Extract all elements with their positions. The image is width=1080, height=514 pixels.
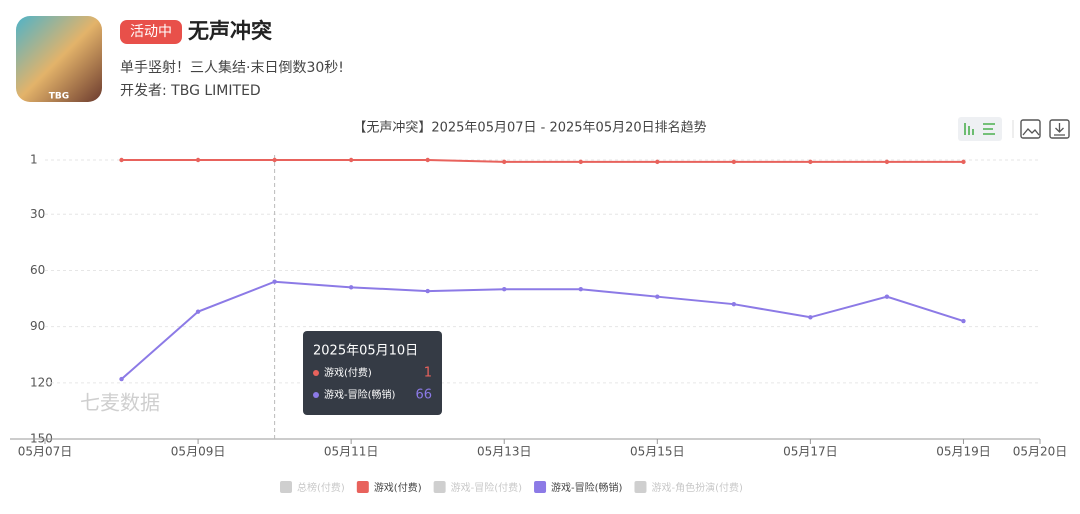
- point: [961, 159, 966, 165]
- tooltip-dot: [313, 392, 319, 398]
- point: [655, 159, 660, 165]
- tooltip-value: 1: [424, 366, 432, 381]
- point: [808, 315, 813, 320]
- download-icon: [1054, 123, 1065, 136]
- tooltip-series: 游戏-冒险(畅销): [324, 388, 396, 401]
- y-tick-label: 1: [30, 153, 38, 167]
- x-tick-label: 05月09日: [171, 445, 226, 459]
- y-tick-label: 120: [30, 375, 53, 389]
- image-icon: [1022, 128, 1040, 136]
- legend-label: 总榜(付费): [297, 481, 345, 494]
- app-title: 无声冲突: [188, 19, 272, 43]
- developer: 开发者: TBG LIMITED: [120, 83, 261, 99]
- point: [272, 157, 277, 163]
- x-tick-label: 05月13日: [477, 445, 532, 459]
- legend-swatch: [280, 481, 292, 493]
- legend-swatch: [534, 481, 547, 493]
- point: [731, 159, 737, 165]
- point: [884, 159, 890, 165]
- tooltip-title: 2025年05月10日: [313, 344, 418, 359]
- badge: [120, 20, 182, 44]
- point: [578, 287, 583, 292]
- legend-swatch: [356, 481, 369, 493]
- legend-swatch: [634, 481, 647, 493]
- image-button[interactable]: [1020, 119, 1041, 139]
- point: [961, 318, 966, 324]
- icon-label: TBG: [49, 92, 69, 102]
- point: [502, 287, 507, 292]
- x-tick-label: 05月20日: [1013, 445, 1068, 459]
- x-tick-label: 05月19日: [936, 445, 991, 459]
- y-tick-label: 30: [30, 207, 45, 221]
- point: [425, 288, 430, 294]
- watermark: 七麦数据: [80, 391, 160, 415]
- tooltip-series: 游戏(付费): [324, 366, 372, 379]
- y-tick-label: 90: [30, 319, 45, 333]
- point: [348, 157, 354, 163]
- app-icon: [16, 16, 102, 102]
- legend-label: 游戏-冒险(付费): [451, 481, 523, 494]
- tooltip-value: 66: [415, 388, 432, 403]
- legend-label: 游戏(付费): [374, 481, 422, 494]
- point: [425, 157, 430, 163]
- point: [272, 279, 277, 284]
- x-tick-label: 05月17日: [783, 445, 838, 459]
- toggle-icon: [964, 123, 995, 135]
- point: [884, 294, 890, 299]
- tooltip-box: [303, 331, 442, 415]
- point: [731, 301, 737, 307]
- chart-title: 【无声冲突】2025年05月07日 - 2025年05月20日排名趋势: [353, 120, 706, 136]
- point: [195, 309, 201, 314]
- legend-label: 游戏-角色扮演(付费): [651, 481, 743, 494]
- series-line: [121, 159, 964, 163]
- y-tick-label: 60: [30, 263, 45, 277]
- legend-label: 游戏-冒险(畅销): [551, 481, 623, 494]
- tooltip-dot: [313, 370, 319, 376]
- x-tick-label: 05月07日: [18, 445, 73, 459]
- app-subtitle: 单手竖射！三人集结·末日倒数30秒!: [120, 59, 344, 76]
- series-line: [120, 280, 964, 380]
- point: [655, 294, 660, 299]
- download-button[interactable]: [1049, 119, 1070, 139]
- point: [119, 376, 124, 382]
- point: [348, 285, 354, 290]
- point: [502, 159, 507, 165]
- point: [578, 159, 583, 165]
- legend-swatch: [433, 481, 446, 493]
- badge-text: 活动中: [130, 24, 172, 40]
- point: [119, 157, 124, 163]
- x-tick-label: 05月11日: [324, 445, 379, 459]
- x-tick-label: 05月15日: [630, 445, 685, 459]
- point: [808, 159, 813, 165]
- point: [195, 157, 201, 163]
